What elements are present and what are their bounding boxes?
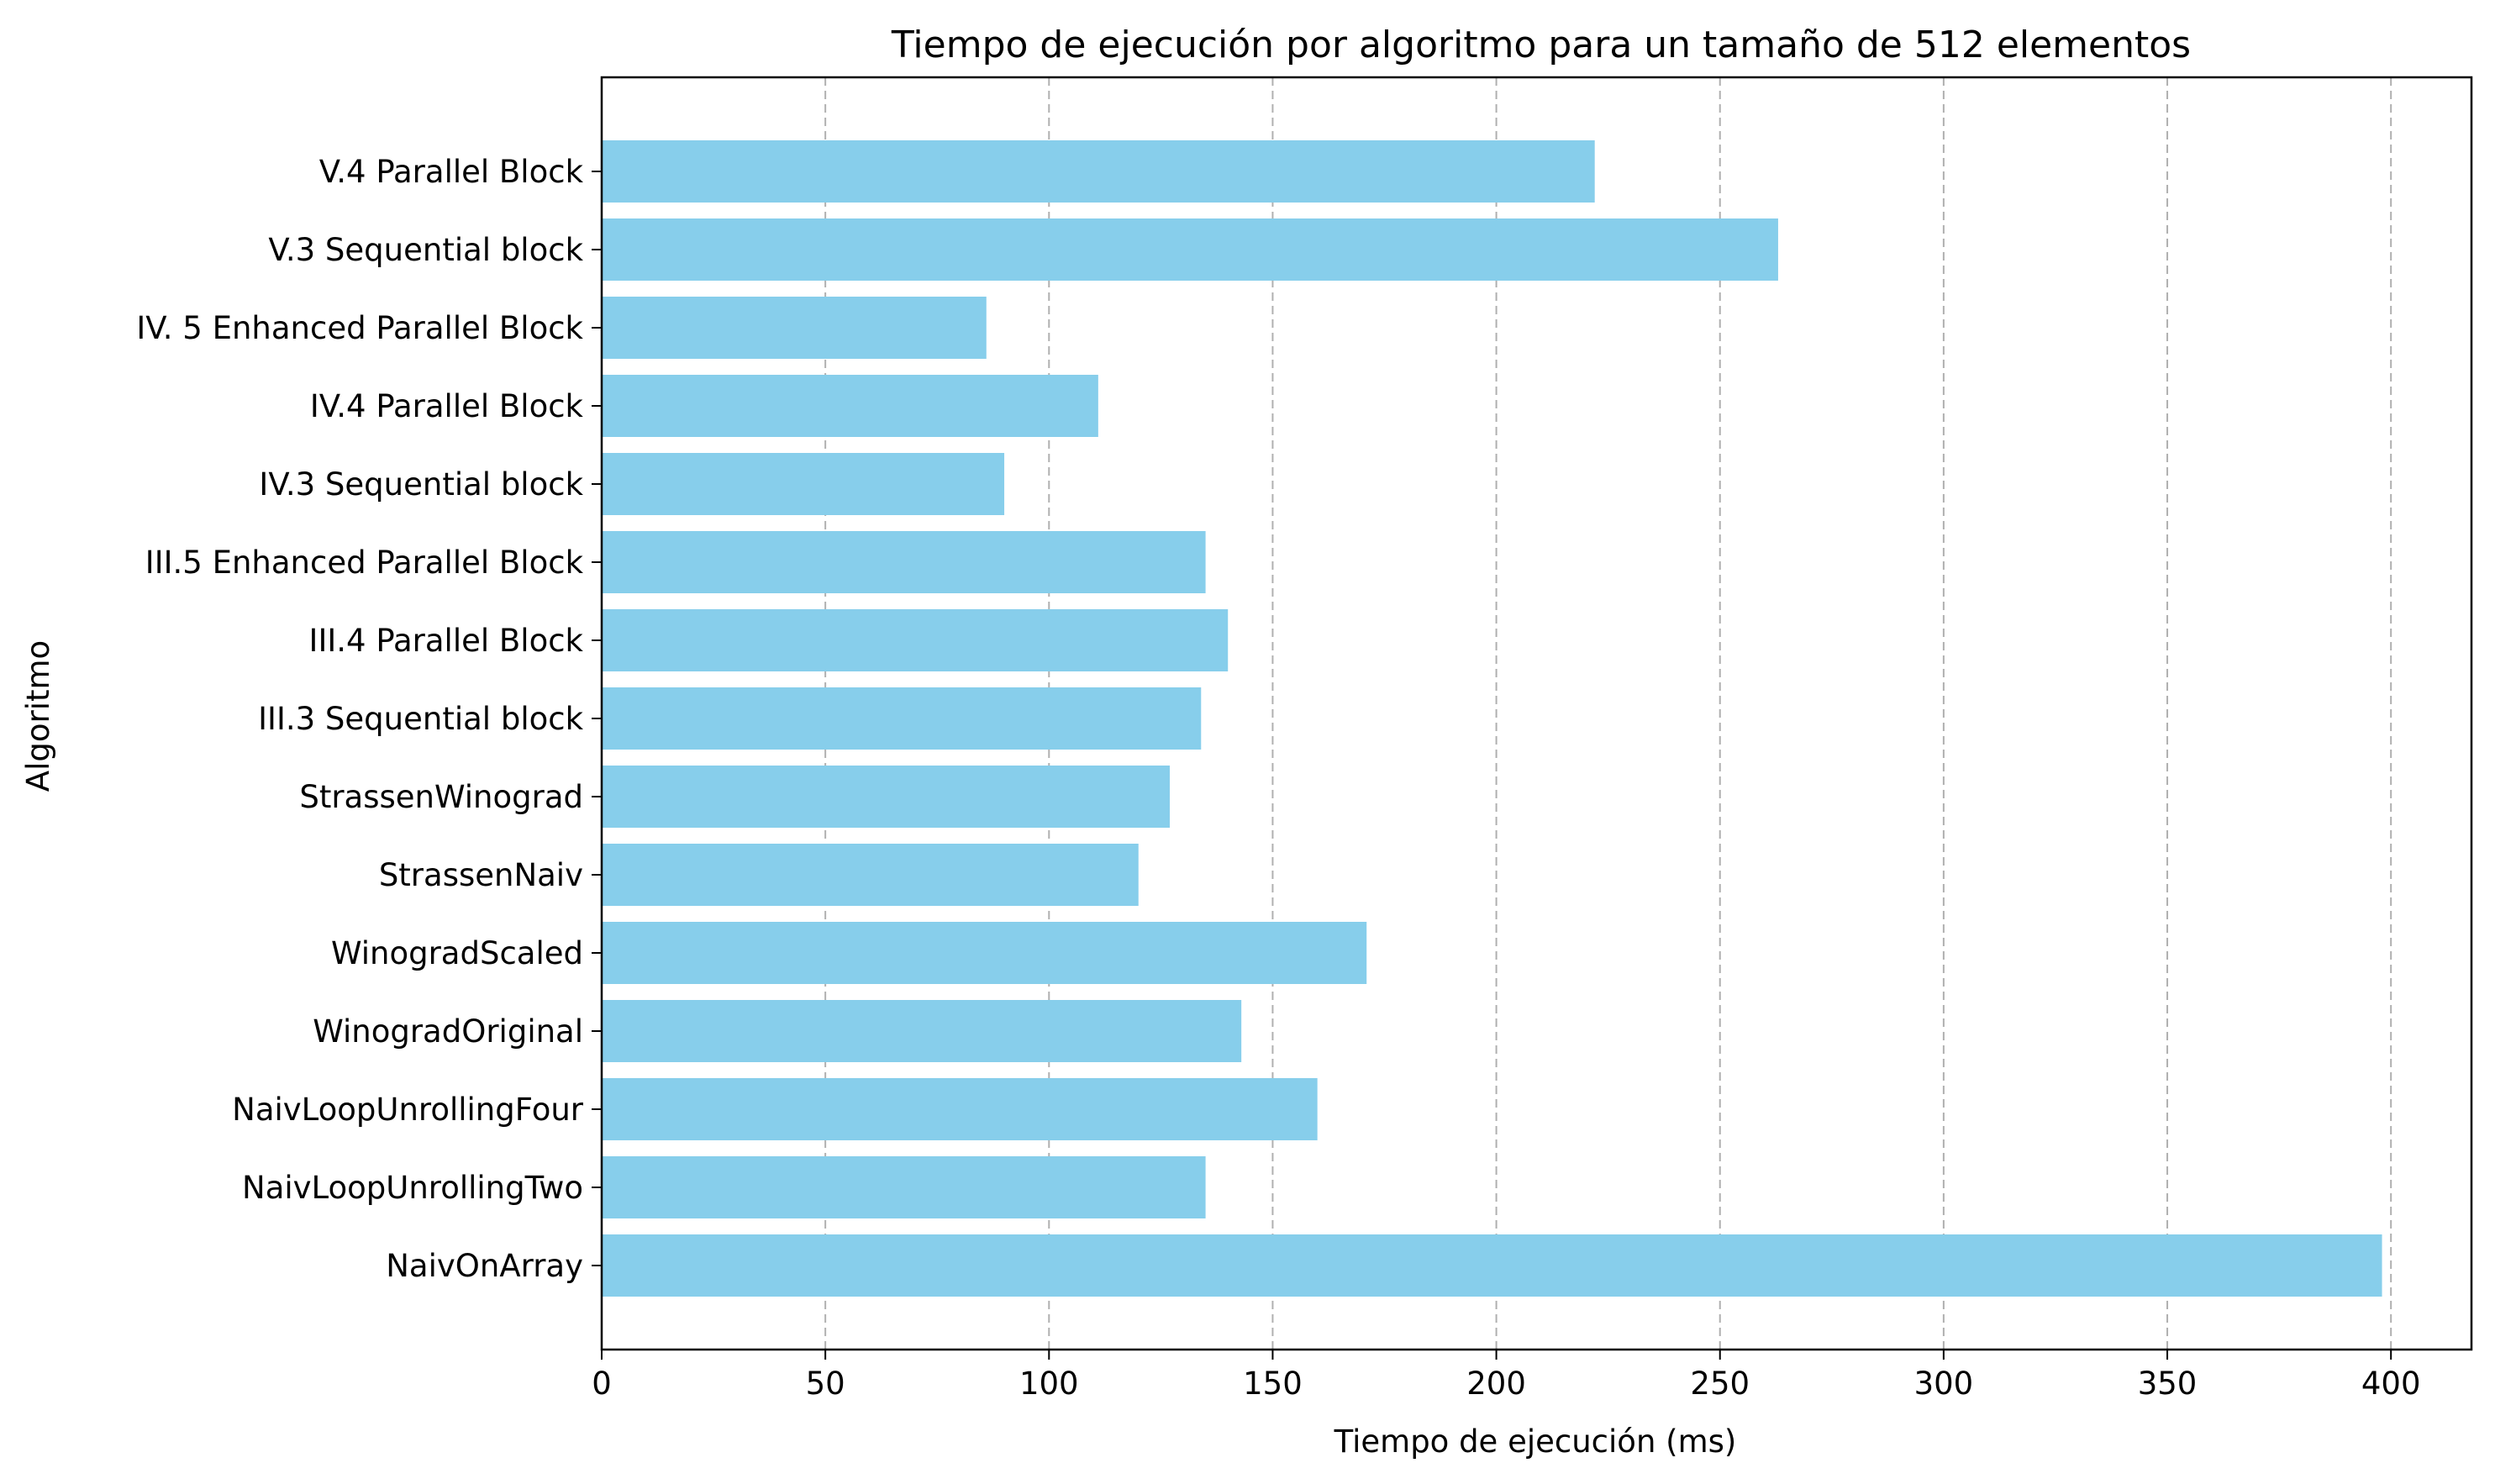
x-tick-label: 250: [1690, 1366, 1750, 1402]
bar: [602, 922, 1367, 984]
x-axis-ticks: 0 50 100 150 200 250 300 350 400: [592, 1350, 2420, 1402]
bar: [602, 1000, 1242, 1062]
y-tick-label: III.3 Sequential block: [258, 701, 583, 737]
y-tick-label: V.4 Parallel Block: [319, 154, 584, 190]
y-tick-label: III.5 Enhanced Parallel Block: [145, 545, 584, 581]
y-tick-label: NaivLoopUnrollingFour: [232, 1092, 584, 1128]
bar: [602, 1234, 2382, 1297]
bar: [602, 531, 1206, 593]
bar: [602, 140, 1595, 203]
bar: [602, 297, 987, 359]
bar: [602, 687, 1202, 750]
bar: [602, 1078, 1318, 1140]
y-tick-label: NaivOnArray: [386, 1248, 583, 1284]
bar: [602, 609, 1229, 671]
x-tick-label: 0: [592, 1366, 612, 1402]
y-tick-label: IV. 5 Enhanced Parallel Block: [136, 310, 583, 346]
bar: [602, 766, 1171, 828]
y-tick-label: StrassenNaiv: [379, 857, 583, 893]
y-tick-label: IV.3 Sequential block: [259, 466, 583, 503]
bar: [602, 218, 1778, 281]
y-tick-label: IV.4 Parallel Block: [310, 388, 584, 424]
plot-frame: [600, 76, 2473, 1351]
y-axis-ticks: NaivOnArray NaivLoopUnrollingTwo NaivLoopU…: [136, 154, 602, 1284]
bars: [602, 140, 2382, 1297]
bar: [602, 375, 1098, 437]
x-tick-label: 400: [2361, 1366, 2421, 1402]
x-tick-label: 150: [1243, 1366, 1303, 1402]
bar: [602, 844, 1139, 906]
chart-title: Tiempo de ejecución por algoritmo para u…: [891, 24, 2191, 66]
x-axis-label: Tiempo de ejecución (ms): [1334, 1423, 1737, 1460]
x-tick-label: 350: [2138, 1366, 2198, 1402]
y-tick-label: WinogradOriginal: [313, 1013, 583, 1050]
y-tick-label: NaivLoopUnrollingTwo: [242, 1170, 583, 1206]
bar: [602, 1156, 1206, 1218]
x-tick-label: 300: [1914, 1366, 1974, 1402]
y-tick-label: V.3 Sequential block: [268, 232, 583, 268]
x-tick-label: 100: [1019, 1366, 1079, 1402]
y-tick-label: StrassenWinograd: [299, 779, 583, 815]
x-tick-label: 200: [1466, 1366, 1526, 1402]
x-tick-label: 50: [806, 1366, 845, 1402]
y-tick-label: III.4 Parallel Block: [309, 623, 584, 659]
y-tick-label: WinogradScaled: [331, 935, 583, 971]
y-axis-label: Algoritmo: [20, 640, 56, 792]
bar: [602, 453, 1005, 515]
